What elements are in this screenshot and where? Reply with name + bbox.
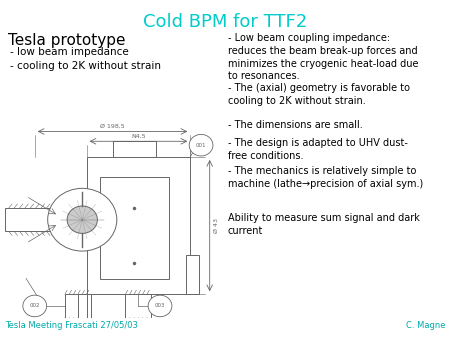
Text: - Low beam coupling impedance:
reduces the beam break-up forces and
minimizes th: - Low beam coupling impedance: reduces t…: [228, 33, 418, 81]
Text: Ø 198,5: Ø 198,5: [100, 124, 125, 128]
Text: - cooling to 2K without strain: - cooling to 2K without strain: [10, 61, 161, 71]
Text: 001: 001: [196, 143, 206, 148]
Text: Ability to measure sum signal and dark
current: Ability to measure sum signal and dark c…: [228, 213, 420, 236]
Text: Ø 43: Ø 43: [214, 218, 219, 233]
Text: - The design is adapted to UHV dust-
free conditions.: - The design is adapted to UHV dust- fre…: [228, 138, 408, 161]
Text: 002: 002: [30, 304, 40, 309]
Text: 003: 003: [155, 304, 165, 309]
Text: Tesla Meeting Frascati 27/05/03: Tesla Meeting Frascati 27/05/03: [5, 321, 138, 330]
Circle shape: [67, 206, 97, 234]
Text: C. Magne: C. Magne: [405, 321, 445, 330]
Bar: [4, 208, 86, 232]
Text: Cold BPM for TTF2: Cold BPM for TTF2: [143, 13, 307, 31]
Circle shape: [23, 295, 47, 317]
Bar: [86, 157, 190, 294]
Text: Tesla prototype: Tesla prototype: [8, 33, 126, 48]
Text: - The dimensions are small.: - The dimensions are small.: [228, 120, 363, 130]
Text: N4,5: N4,5: [131, 134, 146, 138]
Text: - The mechanics is relatively simple to
machine (lathe→precision of axial sym.): - The mechanics is relatively simple to …: [228, 166, 423, 189]
Circle shape: [48, 188, 117, 251]
Bar: [99, 176, 169, 279]
Bar: [65, 294, 91, 318]
Circle shape: [148, 295, 172, 317]
Bar: [126, 294, 151, 318]
Bar: [78, 294, 86, 318]
Text: - The (axial) geometry is favorable to
cooling to 2K without strain.: - The (axial) geometry is favorable to c…: [228, 83, 410, 106]
Bar: [186, 255, 199, 294]
Bar: [112, 141, 156, 157]
Text: - low beam impedance: - low beam impedance: [10, 47, 129, 57]
Circle shape: [189, 135, 213, 156]
